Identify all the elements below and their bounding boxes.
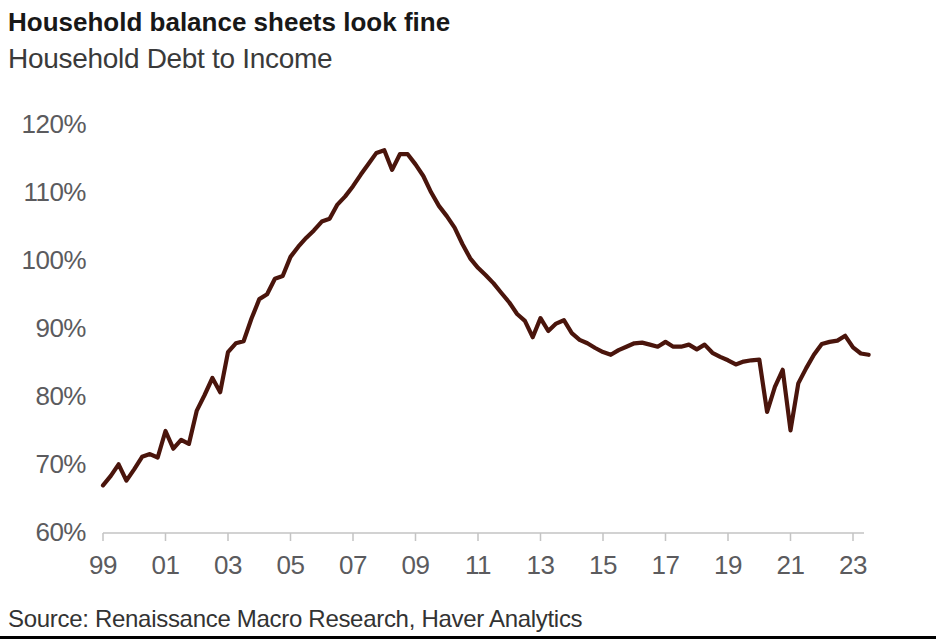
y-axis-tick-label: 120% (22, 109, 87, 139)
x-axis-tick-label: 03 (214, 550, 242, 580)
x-axis-tick-label: 23 (839, 550, 867, 580)
x-axis-tick-label: 99 (89, 550, 117, 580)
x-axis-tick-label: 21 (777, 550, 805, 580)
x-axis-tick-label: 11 (465, 550, 491, 580)
x-axis-tick-label: 01 (152, 550, 180, 580)
y-axis-tick-label: 90% (35, 313, 86, 343)
y-axis-tick-label: 60% (35, 517, 86, 547)
x-axis-tick-label: 15 (589, 550, 617, 580)
x-axis-line (103, 533, 864, 541)
source-note: Source: Renaissance Macro Research, Have… (8, 605, 582, 633)
x-axis-tick-label: 05 (277, 550, 305, 580)
y-axis-tick-label: 100% (22, 245, 87, 275)
debt-to-income-series-line (103, 150, 869, 485)
y-axis-tick-label: 70% (35, 449, 86, 479)
x-axis-tick-label: 09 (402, 550, 430, 580)
x-axis-tick-label: 13 (527, 550, 555, 580)
chart-page: Household balance sheets look fine House… (0, 0, 936, 642)
bottom-border-line (0, 636, 936, 639)
x-axis-tick-label: 19 (714, 550, 742, 580)
y-axis-tick-label: 110% (23, 177, 86, 207)
y-axis-tick-label: 80% (35, 381, 86, 411)
debt-to-income-line-chart: 120% 110% 100% 90% 80% 70% 60%99 01 03 05 07 09 11 13… (0, 0, 936, 600)
x-axis-tick-label: 17 (652, 550, 680, 580)
x-axis-tick-label: 07 (339, 550, 367, 580)
